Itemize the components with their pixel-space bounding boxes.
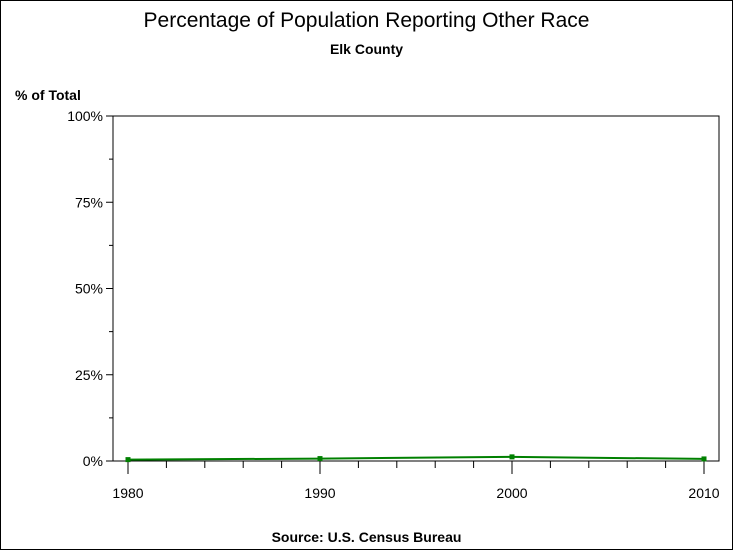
y-tick-label: 100%	[67, 108, 103, 124]
x-tick-label: 2010	[688, 485, 719, 501]
series-line	[127, 455, 705, 461]
chart-title: Percentage of Population Reporting Other…	[143, 9, 590, 32]
chart-subtitle: Elk County	[329, 41, 404, 57]
data-point	[317, 456, 323, 462]
y-axis-label: % of Total	[15, 87, 81, 103]
data-point	[125, 457, 131, 463]
y-tick-label: 75%	[75, 194, 103, 210]
x-tick-label: 1980	[112, 485, 143, 501]
y-tick-label: 0%	[83, 453, 103, 469]
x-tick-label: 1990	[304, 485, 335, 501]
plot-frame	[112, 115, 720, 462]
x-tick-label: 2000	[496, 485, 527, 501]
data-point	[509, 454, 515, 460]
source-note: Source: U.S. Census Bureau	[271, 529, 462, 545]
y-tick-label: 25%	[75, 367, 103, 383]
data-point	[701, 456, 707, 462]
y-tick-label: 50%	[75, 281, 103, 297]
